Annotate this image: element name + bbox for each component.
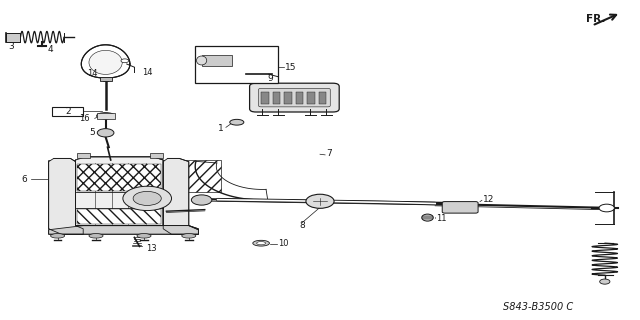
FancyBboxPatch shape (442, 202, 478, 213)
Text: 6: 6 (22, 175, 27, 184)
Text: FR.: FR. (586, 14, 605, 24)
Ellipse shape (257, 242, 266, 245)
Bar (6, 33, 20, 42)
Bar (77, 209, 161, 224)
Bar (48, 160, 108, 192)
Bar (97, 113, 115, 119)
Text: 4: 4 (48, 45, 54, 54)
Bar (202, 55, 232, 66)
Polygon shape (81, 45, 130, 78)
Text: S843-B3500 C: S843-B3500 C (502, 301, 573, 312)
Circle shape (599, 204, 614, 212)
Ellipse shape (97, 113, 115, 119)
FancyBboxPatch shape (259, 88, 330, 107)
Text: 9: 9 (268, 74, 273, 83)
Bar (150, 153, 163, 158)
Polygon shape (163, 158, 198, 234)
Ellipse shape (137, 234, 151, 238)
Polygon shape (76, 157, 163, 226)
Text: 15: 15 (285, 63, 296, 72)
Text: 5: 5 (89, 128, 95, 137)
Polygon shape (49, 158, 83, 234)
Ellipse shape (196, 56, 207, 65)
Text: 2: 2 (65, 107, 70, 116)
Bar (77, 164, 161, 191)
Bar (273, 92, 280, 104)
Text: 3: 3 (9, 42, 14, 51)
Circle shape (123, 186, 172, 211)
Polygon shape (49, 226, 198, 234)
Text: 11: 11 (436, 214, 447, 223)
Text: 14: 14 (87, 69, 97, 78)
Ellipse shape (422, 214, 433, 221)
Bar (319, 92, 326, 104)
Bar (100, 77, 112, 81)
Text: 12: 12 (483, 195, 495, 204)
FancyBboxPatch shape (52, 107, 83, 116)
Ellipse shape (51, 234, 65, 238)
Text: 13: 13 (146, 244, 157, 253)
Circle shape (97, 129, 114, 137)
Ellipse shape (182, 234, 196, 238)
Circle shape (191, 195, 212, 205)
Ellipse shape (230, 119, 244, 125)
Text: 1: 1 (218, 124, 224, 132)
Bar (261, 92, 269, 104)
Circle shape (133, 191, 161, 205)
Ellipse shape (89, 234, 103, 238)
Bar (307, 92, 315, 104)
Text: 8: 8 (300, 221, 305, 230)
Bar (160, 160, 221, 192)
Text: 14: 14 (142, 68, 152, 76)
FancyBboxPatch shape (250, 83, 339, 112)
Circle shape (121, 59, 129, 63)
Text: 7: 7 (326, 149, 332, 158)
Ellipse shape (253, 240, 269, 246)
Ellipse shape (89, 51, 122, 75)
Circle shape (306, 194, 334, 208)
Bar (195, 46, 278, 83)
Circle shape (600, 279, 610, 284)
Bar (284, 92, 292, 104)
Text: 10: 10 (278, 239, 289, 248)
Text: 16: 16 (79, 114, 90, 123)
Bar (296, 92, 303, 104)
Bar (77, 153, 90, 158)
